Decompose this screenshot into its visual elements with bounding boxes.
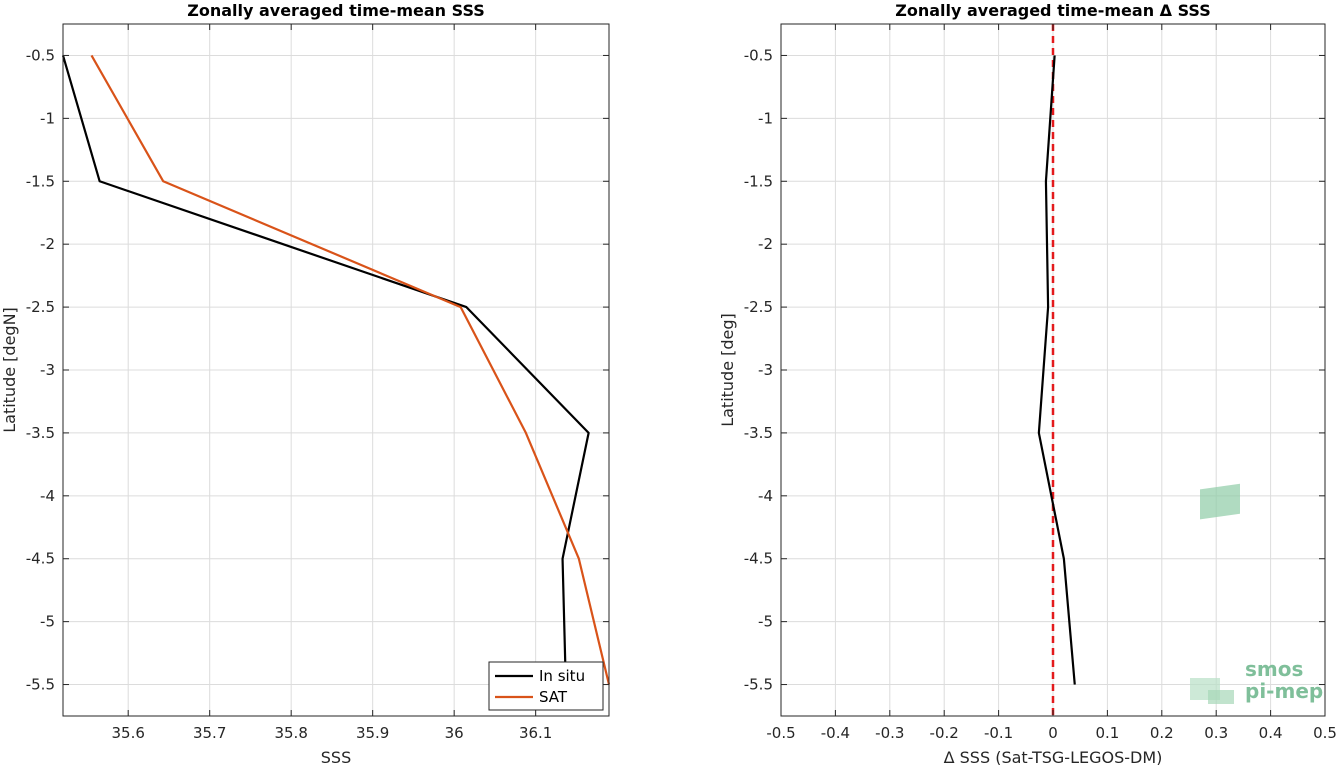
y-tick-label: -1.5 xyxy=(26,172,55,190)
y-tick-label: -4 xyxy=(40,487,55,505)
chart-title: Zonally averaged time-mean Δ SSS xyxy=(895,1,1211,20)
x-tick-label: 35.9 xyxy=(356,724,389,742)
y-tick-label: -3 xyxy=(40,361,55,379)
x-tick-label: 0.1 xyxy=(1095,724,1119,742)
logo-mark xyxy=(1208,690,1234,704)
x-tick-label: -0.4 xyxy=(821,724,850,742)
chart-panel-left: 35.6 35.7 35.8 35.9 36 36.1 -0.5 -1 -1.5 -2 -2.5 -3… xyxy=(0,1,611,765)
y-tick-label: -5.5 xyxy=(26,676,55,694)
x-tick-label: -0.5 xyxy=(766,724,795,742)
series-line-sat xyxy=(90,54,611,685)
y-tick-label: -2.5 xyxy=(744,298,773,316)
y-axis-label: Latitude [deg] xyxy=(718,313,737,427)
x-tick-label: 0.2 xyxy=(1150,724,1174,742)
chart-panel-right: -0.5 -0.4 -0.3 -0.2 -0.1 0 0.1 0.2 0.3 0.4 0.5 -0.5… xyxy=(718,1,1337,765)
logo-text-line1: smos xyxy=(1245,657,1303,681)
x-tick-label: 0.5 xyxy=(1313,724,1337,742)
x-tick-label: -0.3 xyxy=(875,724,904,742)
y-tick-label: -1 xyxy=(40,109,55,127)
y-tick-label: -3 xyxy=(758,361,773,379)
legend-box xyxy=(488,661,604,711)
y-tick-label: -4.5 xyxy=(26,550,55,568)
y-tick-label: -5.5 xyxy=(744,676,773,694)
y-tick-label: -0.5 xyxy=(26,46,55,64)
x-tick-label: 0 xyxy=(1048,724,1058,742)
x-tick-label: 0.4 xyxy=(1259,724,1283,742)
x-tick-label: 36.1 xyxy=(519,724,552,742)
series-line-in-situ xyxy=(61,55,590,685)
x-tick-label: 35.8 xyxy=(274,724,307,742)
y-tick-label: -4.5 xyxy=(744,550,773,568)
y-tick-label: -4 xyxy=(758,487,773,505)
y-tick-label: -3.5 xyxy=(26,424,55,442)
x-tick-label: -0.1 xyxy=(984,724,1013,742)
y-tick-label: -2 xyxy=(758,235,773,253)
x-axis-label: Δ SSS (Sat-TSG-LEGOS-DM) xyxy=(944,748,1163,765)
logo-text-line2: pi-mep xyxy=(1245,679,1323,703)
chart-title: Zonally averaged time-mean SSS xyxy=(187,1,485,20)
x-tick-label: 35.7 xyxy=(193,724,226,742)
y-tick-label: -5 xyxy=(758,613,773,631)
y-tick-label: -5 xyxy=(40,613,55,631)
legend: In situ SAT xyxy=(488,661,604,711)
y-tick-label: -3.5 xyxy=(744,424,773,442)
y-tick-label: -0.5 xyxy=(744,46,773,64)
legend-label: In situ xyxy=(539,667,585,685)
x-tick-label: 36 xyxy=(445,724,464,742)
legend-label: SAT xyxy=(539,688,568,706)
y-tick-label: -2.5 xyxy=(26,298,55,316)
x-tick-label: 35.6 xyxy=(111,724,144,742)
x-tick-label: 0.3 xyxy=(1204,724,1228,742)
y-axis-label: Latitude [degN] xyxy=(0,307,19,433)
y-tick-label: -1.5 xyxy=(744,172,773,190)
logo-mark xyxy=(1200,483,1240,520)
x-axis-label: SSS xyxy=(321,748,351,765)
series-line-delta-sss-0 xyxy=(1037,55,1076,685)
y-tick-label: -2 xyxy=(40,235,55,253)
x-tick-label: -0.2 xyxy=(930,724,959,742)
y-tick-label: -1 xyxy=(758,109,773,127)
